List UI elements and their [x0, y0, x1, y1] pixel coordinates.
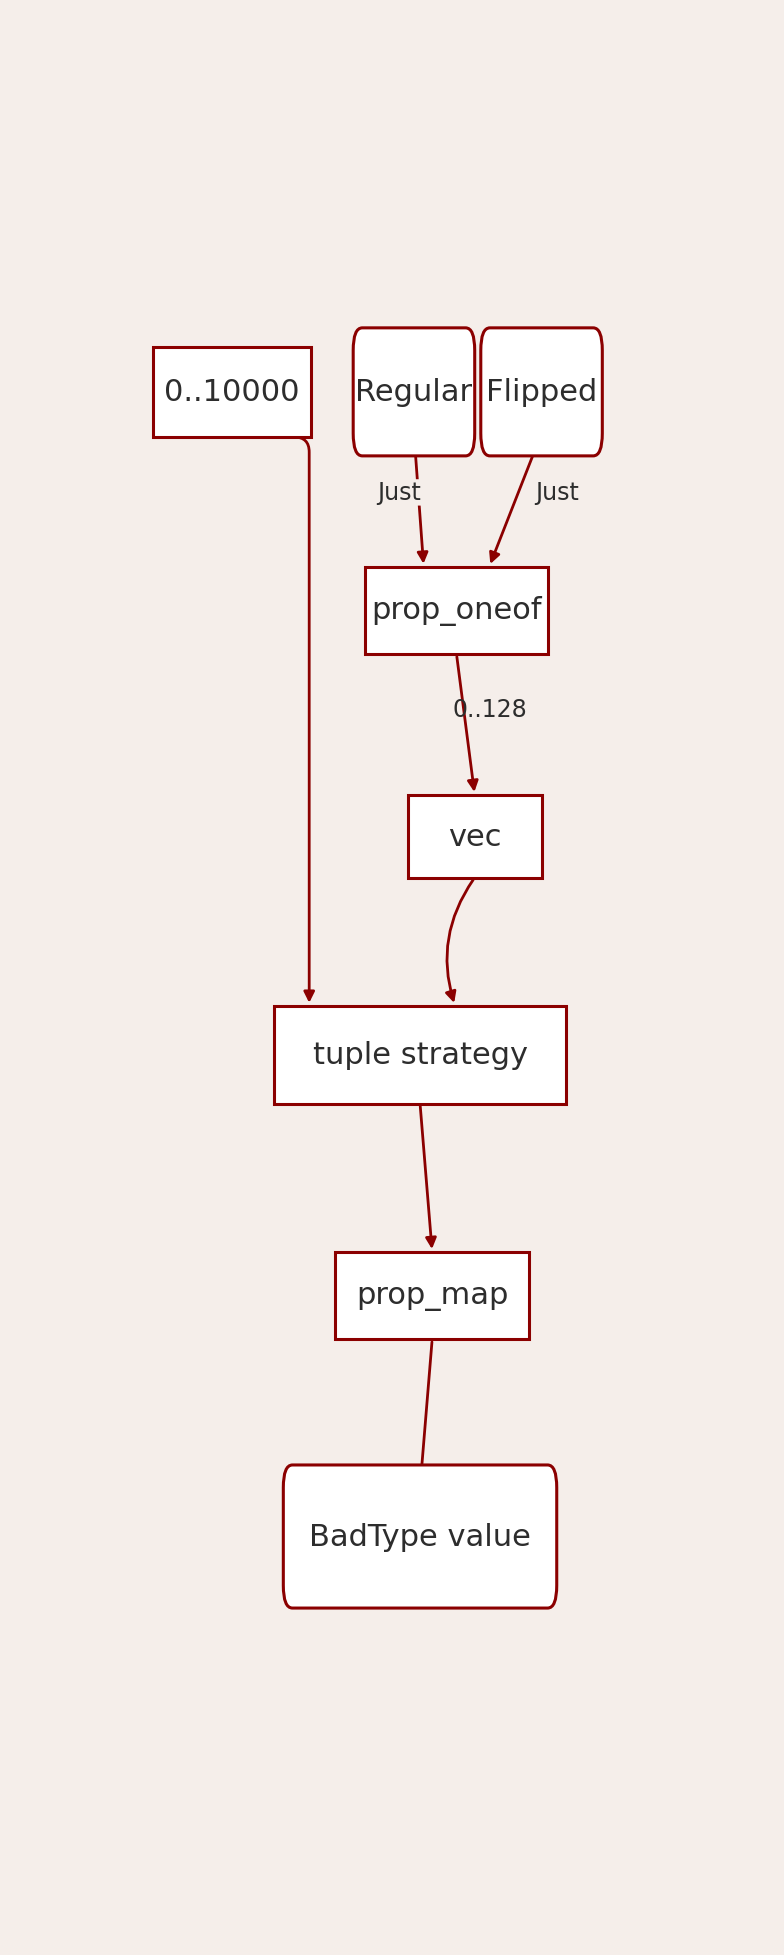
FancyBboxPatch shape [481, 328, 602, 457]
Text: Just: Just [377, 481, 421, 504]
Text: prop_oneof: prop_oneof [372, 596, 542, 626]
Text: BadType value: BadType value [309, 1523, 531, 1550]
Text: vec: vec [448, 823, 502, 850]
FancyBboxPatch shape [408, 796, 542, 878]
Text: Flipped: Flipped [486, 377, 597, 407]
Text: Just: Just [535, 481, 579, 504]
Text: 0..128: 0..128 [452, 698, 528, 721]
Text: 0..10000: 0..10000 [164, 377, 299, 407]
Text: tuple strategy: tuple strategy [313, 1040, 528, 1069]
FancyBboxPatch shape [283, 1464, 557, 1609]
FancyBboxPatch shape [335, 1253, 529, 1339]
FancyBboxPatch shape [353, 328, 474, 457]
FancyBboxPatch shape [153, 348, 310, 438]
Text: prop_map: prop_map [356, 1281, 508, 1310]
FancyBboxPatch shape [274, 1007, 566, 1105]
Text: Regular: Regular [355, 377, 473, 407]
FancyBboxPatch shape [365, 567, 547, 655]
